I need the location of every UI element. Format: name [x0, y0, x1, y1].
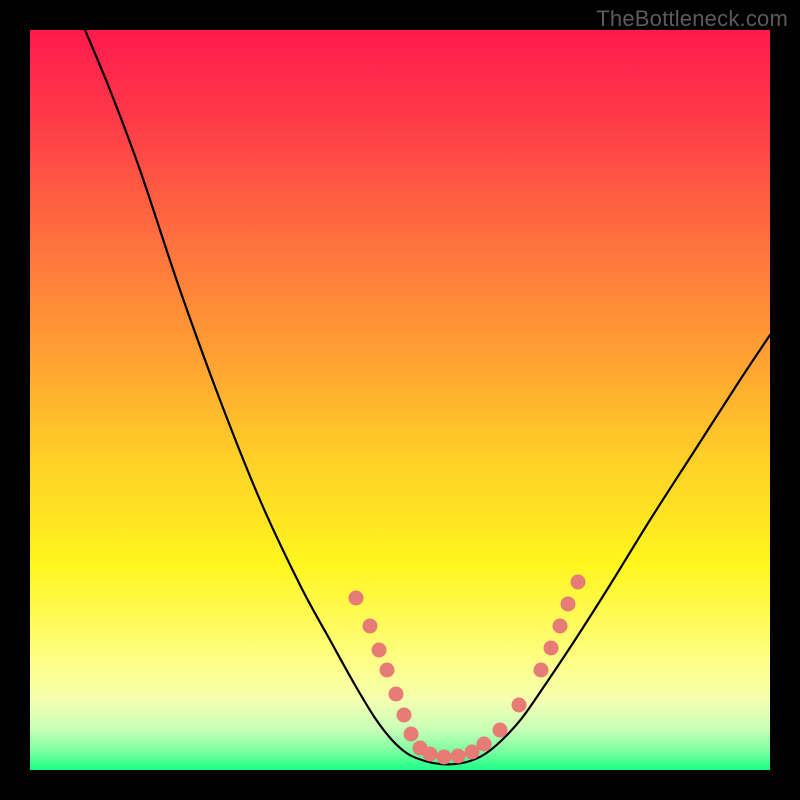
outer-frame: TheBottleneck.com	[0, 0, 800, 800]
curve-marker	[397, 708, 412, 723]
plot-area	[30, 30, 770, 770]
watermark-text: TheBottleneck.com	[596, 6, 788, 32]
curve-marker	[544, 641, 559, 656]
curve-marker	[404, 727, 419, 742]
curve-marker	[363, 619, 378, 634]
curve-marker	[380, 663, 395, 678]
curve-marker	[372, 643, 387, 658]
curve-marker	[451, 749, 466, 764]
curve-marker	[512, 698, 527, 713]
curve-marker	[553, 619, 568, 634]
chart-canvas	[30, 30, 770, 770]
curve-marker	[349, 591, 364, 606]
gradient-background	[30, 30, 770, 770]
curve-marker	[437, 750, 452, 765]
curve-marker	[493, 723, 508, 738]
curve-marker	[561, 597, 576, 612]
curve-marker	[423, 747, 438, 762]
curve-marker	[477, 737, 492, 752]
curve-marker	[534, 663, 549, 678]
curve-marker	[389, 687, 404, 702]
curve-marker	[571, 575, 586, 590]
